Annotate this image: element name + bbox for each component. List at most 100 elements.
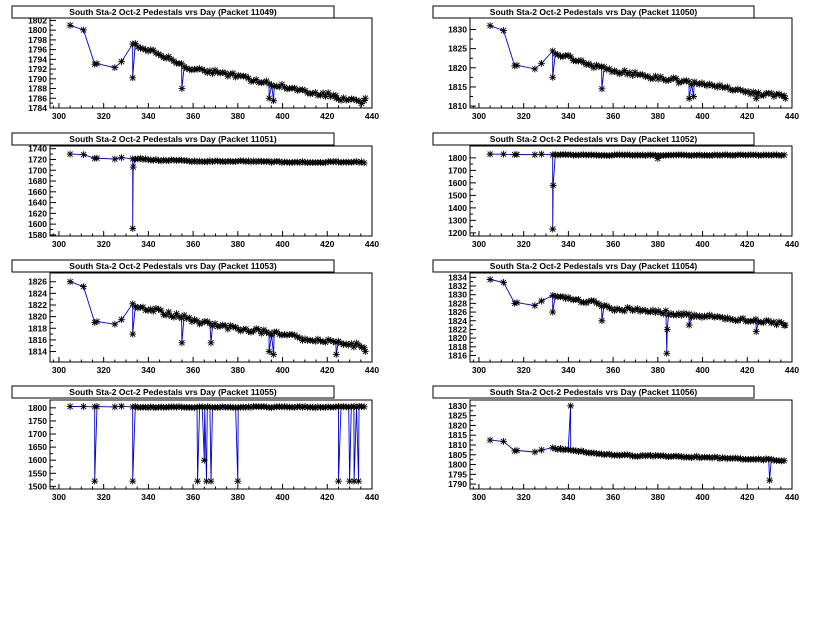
data-point xyxy=(178,60,185,68)
data-point xyxy=(713,313,721,320)
y-tick-label: 1640 xyxy=(28,198,47,208)
y-tick-label: 1830 xyxy=(448,24,467,34)
data-point xyxy=(268,331,275,339)
data-point xyxy=(165,308,173,316)
data-point xyxy=(144,307,152,314)
series-line xyxy=(490,153,785,230)
plot-frame xyxy=(469,399,793,490)
x-tick-label: 300 xyxy=(472,492,486,502)
data-point xyxy=(237,327,245,335)
series-line xyxy=(489,25,786,99)
x-tick-label: 440 xyxy=(365,492,379,502)
y-tick-label: 1750 xyxy=(28,416,47,426)
y-tick-label: 1810 xyxy=(448,101,467,111)
data-point xyxy=(335,337,342,345)
y-tick-label: 1796 xyxy=(28,45,47,55)
data-point xyxy=(551,151,559,158)
data-point xyxy=(672,311,680,319)
x-tick-label: 420 xyxy=(740,365,754,375)
data-point xyxy=(232,323,239,331)
data-point xyxy=(134,155,142,163)
data-point xyxy=(247,403,255,411)
data-point xyxy=(739,314,747,322)
data-point xyxy=(775,90,783,98)
data-point xyxy=(209,70,216,78)
data-point xyxy=(322,404,330,411)
data-point xyxy=(242,403,250,411)
y-tick-label: 1794 xyxy=(28,54,47,64)
data-point xyxy=(268,81,275,89)
data-point xyxy=(265,157,273,165)
y-tick-label: 1300 xyxy=(448,215,467,225)
data-point xyxy=(193,66,201,73)
data-point xyxy=(703,313,711,321)
data-point xyxy=(361,94,369,102)
data-point xyxy=(770,318,778,326)
data-point xyxy=(486,150,494,158)
data-point xyxy=(353,403,360,411)
chart-title: South Sta-2 Oct-2 Pedestals vrs Day (Pac… xyxy=(69,7,277,17)
data-point xyxy=(690,453,698,461)
data-point xyxy=(291,331,299,339)
x-tick-label: 360 xyxy=(606,239,620,249)
chart-title: South Sta-2 Oct-2 Pedestals vrs Day (Pac… xyxy=(69,261,277,271)
data-point xyxy=(531,151,539,159)
data-point xyxy=(139,156,147,163)
data-point xyxy=(744,318,752,325)
data-point xyxy=(239,157,247,165)
x-tick-label: 300 xyxy=(52,492,66,502)
y-tick-label: 1788 xyxy=(28,84,47,94)
y-tick-label: 1720 xyxy=(28,154,47,164)
x-tick-label: 300 xyxy=(52,111,66,121)
y-tick-label: 1805 xyxy=(448,450,467,460)
data-point xyxy=(278,80,286,88)
data-point xyxy=(605,304,613,312)
data-point xyxy=(157,306,165,314)
data-point xyxy=(257,329,265,337)
data-point xyxy=(322,338,330,346)
chart-title: South Sta-2 Oct-2 Pedestals vrs Day (Pac… xyxy=(490,387,698,397)
x-tick-label: 360 xyxy=(186,492,200,502)
data-point xyxy=(616,452,623,459)
data-point xyxy=(551,445,559,453)
x-tick-label: 300 xyxy=(472,365,486,375)
data-point xyxy=(486,436,494,444)
data-point xyxy=(549,444,557,452)
data-point xyxy=(211,320,219,328)
x-tick-label: 300 xyxy=(472,239,486,249)
data-point xyxy=(575,448,582,456)
x-tick-label: 380 xyxy=(231,365,245,375)
y-tick-label: 1792 xyxy=(28,64,47,74)
data-point xyxy=(265,80,273,88)
y-tick-label: 1580 xyxy=(28,230,47,240)
data-point xyxy=(752,328,760,336)
y-tick-label: 1620 xyxy=(28,208,47,218)
x-tick-label: 380 xyxy=(651,239,665,249)
x-tick-label: 340 xyxy=(141,239,155,249)
x-tick-label: 400 xyxy=(275,239,289,249)
y-tick-label: 1828 xyxy=(448,298,467,308)
data-point xyxy=(234,71,242,79)
data-point xyxy=(685,321,693,329)
data-point xyxy=(600,302,608,309)
data-point xyxy=(270,351,278,358)
data-point xyxy=(134,43,142,51)
data-point xyxy=(353,96,360,104)
data-point xyxy=(118,58,125,65)
data-point xyxy=(214,157,221,165)
y-tick-label: 1798 xyxy=(28,35,47,45)
data-point xyxy=(672,75,680,82)
data-point xyxy=(227,70,234,78)
data-point xyxy=(755,318,762,326)
y-tick-label: 1830 xyxy=(448,290,467,300)
data-point xyxy=(672,452,680,460)
data-point xyxy=(301,403,309,410)
x-tick-label: 380 xyxy=(231,111,245,121)
data-point xyxy=(275,83,283,91)
data-point xyxy=(752,315,760,323)
x-tick-label: 300 xyxy=(52,239,66,249)
data-point xyxy=(663,349,671,357)
x-tick-label: 320 xyxy=(517,492,531,502)
data-point xyxy=(693,313,701,320)
